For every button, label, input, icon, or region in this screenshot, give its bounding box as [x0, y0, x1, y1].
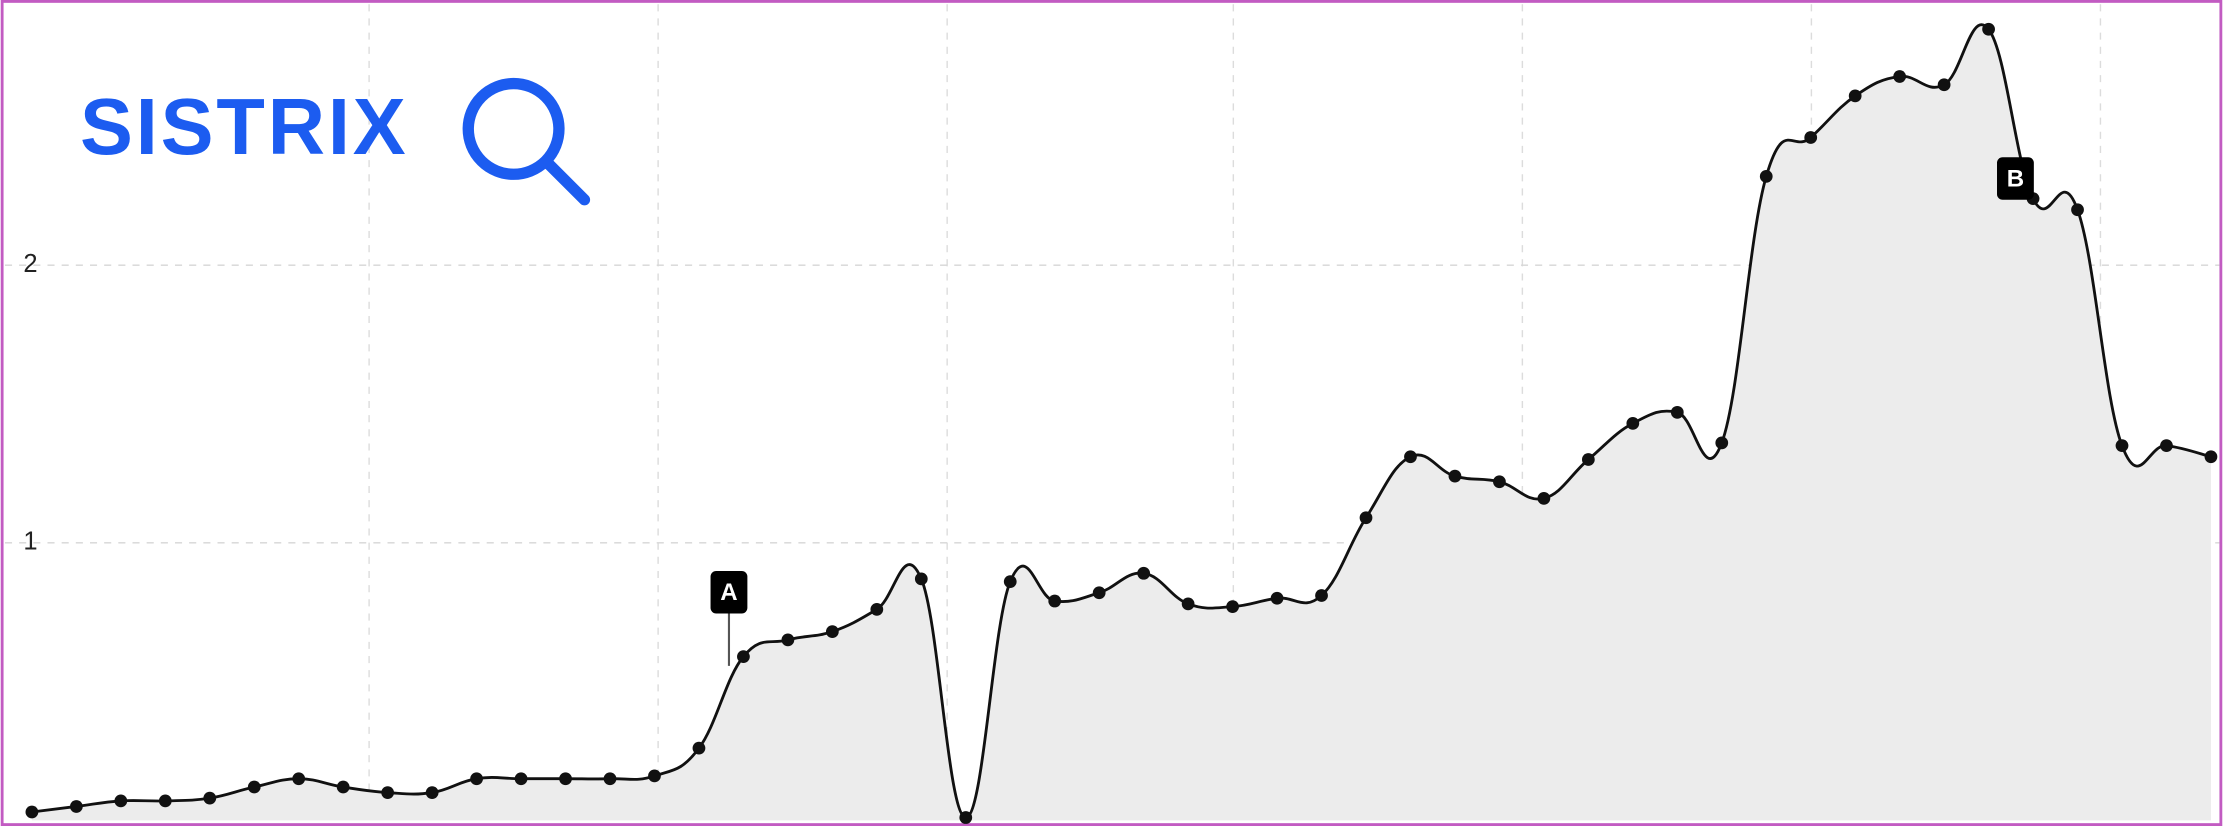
annotation-box — [710, 570, 748, 614]
annotation-box — [1997, 157, 2034, 200]
point — [1493, 475, 1506, 489]
point — [336, 780, 350, 794]
point — [648, 769, 661, 783]
point — [69, 800, 83, 813]
annotation-label: B — [2007, 165, 2024, 192]
point — [870, 603, 884, 616]
point — [559, 772, 572, 786]
plot: 1 2 A B — [4, 22, 2220, 824]
point — [1715, 436, 1729, 450]
point — [1670, 405, 1684, 419]
y-tick-label: 1 — [23, 528, 37, 556]
point — [1092, 586, 1106, 600]
point — [737, 650, 750, 663]
logo-text: SISTRIX — [80, 82, 408, 171]
point — [692, 741, 706, 755]
annotation-label: A — [720, 579, 737, 606]
point — [114, 794, 128, 808]
point — [781, 633, 795, 647]
point — [158, 794, 172, 808]
point — [1359, 511, 1373, 525]
y-tick-label: 2 — [23, 250, 37, 278]
point — [2204, 450, 2218, 464]
point — [1181, 597, 1195, 611]
point — [1804, 131, 1818, 144]
point — [2160, 439, 2173, 453]
point — [2115, 439, 2129, 453]
point — [1626, 417, 1640, 430]
point — [1404, 450, 1417, 464]
point — [1003, 575, 1017, 589]
point — [381, 786, 395, 799]
point — [914, 572, 928, 586]
point — [247, 780, 261, 794]
point — [203, 791, 217, 805]
point — [603, 772, 617, 786]
point — [1759, 170, 1773, 183]
point — [959, 811, 973, 824]
point — [470, 772, 483, 786]
point — [1137, 566, 1151, 580]
point — [292, 772, 306, 786]
point — [1226, 600, 1239, 613]
point — [1893, 70, 1907, 83]
point — [1315, 589, 1328, 602]
point — [1270, 591, 1284, 605]
point — [825, 625, 839, 638]
point — [425, 786, 439, 799]
point — [1848, 89, 1862, 103]
point — [1448, 469, 1462, 483]
point — [1581, 453, 1595, 466]
point — [1048, 594, 1062, 608]
point — [1982, 22, 1995, 36]
point — [1937, 78, 1951, 92]
point — [25, 805, 39, 819]
area-fill — [31, 24, 2211, 821]
point — [2071, 203, 2084, 217]
logo-icon — [462, 77, 591, 206]
point — [514, 772, 528, 786]
point — [1537, 491, 1551, 505]
